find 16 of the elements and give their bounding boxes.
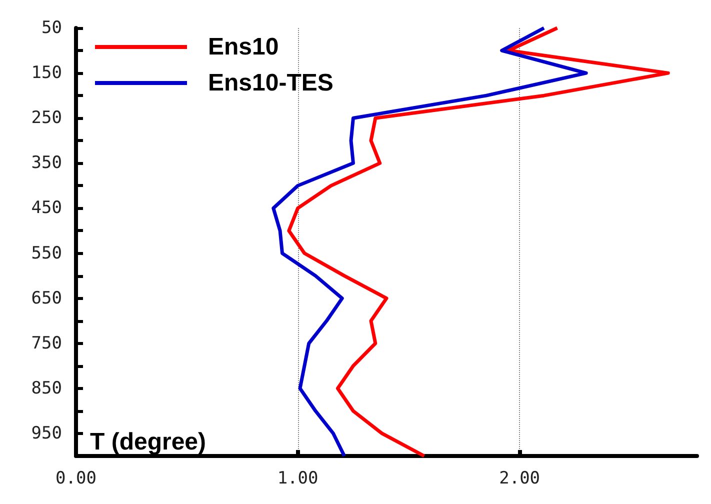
x-tick-label: 1.00 <box>277 468 318 488</box>
y-tick-label: 450 <box>31 198 62 218</box>
y-tick-label: 50 <box>42 18 62 38</box>
y-tick-label: 350 <box>31 153 62 174</box>
y-tick-label: 850 <box>31 378 62 398</box>
legend-label: Ens10-TES <box>208 70 334 96</box>
annotation: T (degree) <box>90 428 206 456</box>
y-tick-label: 150 <box>31 63 62 84</box>
y-tick-label: 750 <box>31 333 62 354</box>
x-tick-label: 0.00 <box>56 468 96 488</box>
x-tick-label: 2.00 <box>499 468 540 488</box>
y-tick-label: 950 <box>31 423 62 444</box>
y-tick-label: 650 <box>31 288 62 308</box>
legend-label: Ens10 <box>208 34 279 60</box>
y-tick-label: 550 <box>31 243 62 264</box>
y-tick-label: 250 <box>31 108 62 128</box>
